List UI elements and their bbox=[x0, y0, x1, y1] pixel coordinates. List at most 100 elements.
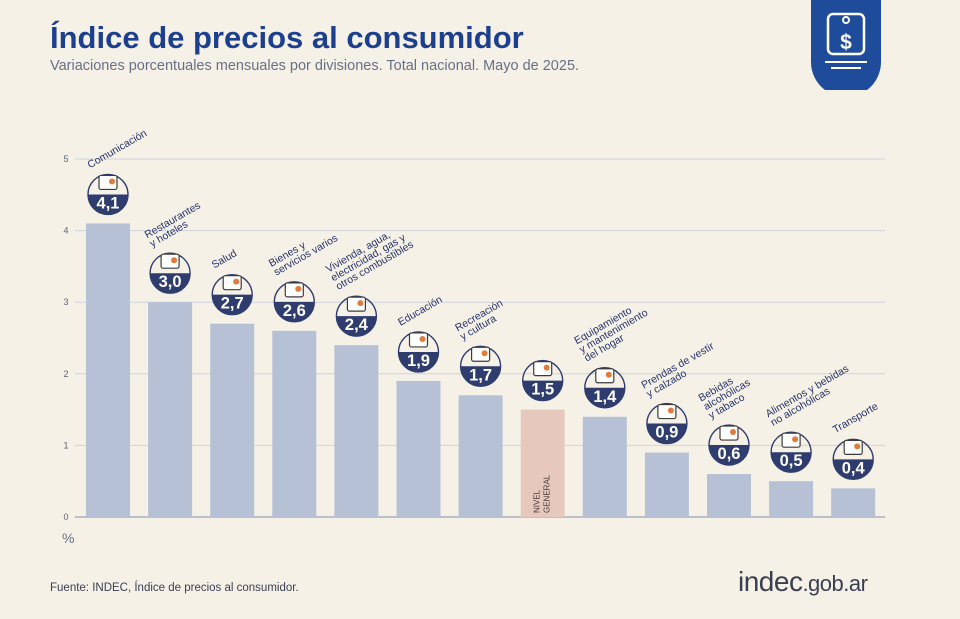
value-badge bbox=[274, 301, 315, 322]
first-aid-icon bbox=[222, 275, 242, 291]
bottle-glass-icon bbox=[719, 425, 739, 441]
tshirt-icon-accent bbox=[667, 407, 674, 414]
category-label: NIVELGENERAL bbox=[533, 474, 552, 513]
brand-tld: .gob.ar bbox=[802, 571, 868, 596]
notebook-pencil-icon-accent bbox=[419, 335, 426, 342]
comb-scissors-icon-accent bbox=[295, 285, 302, 292]
value-badge bbox=[150, 273, 191, 294]
category-label: Bebidasalcohólicasy tabaco bbox=[697, 368, 758, 422]
shopping-bag-icon bbox=[533, 361, 553, 377]
value-badge bbox=[771, 452, 812, 473]
badge-ring bbox=[273, 281, 315, 323]
value-label: 3,0 bbox=[159, 273, 182, 291]
value-badge bbox=[709, 445, 749, 466]
category-label: Recreacióny cultura bbox=[453, 297, 510, 343]
bar bbox=[520, 409, 565, 517]
category-label: Comunicación bbox=[86, 127, 150, 171]
bar bbox=[644, 452, 689, 517]
value-label: 4,1 bbox=[97, 194, 120, 212]
value-label: 0,4 bbox=[842, 459, 866, 477]
bar bbox=[334, 345, 379, 517]
value-label: 1,9 bbox=[407, 352, 430, 370]
value-badge bbox=[833, 459, 874, 480]
food-icon bbox=[781, 432, 801, 448]
category-label: Transporte bbox=[831, 400, 881, 436]
value-label: 0,6 bbox=[718, 445, 741, 463]
badge-ring bbox=[459, 345, 502, 387]
bus-card-icon bbox=[843, 439, 863, 455]
shopping-bag-icon-accent bbox=[543, 364, 550, 371]
bottle-glass-icon-accent bbox=[730, 429, 736, 436]
value-badge bbox=[584, 387, 625, 408]
badge-ring bbox=[149, 252, 191, 294]
value-badge bbox=[336, 316, 377, 337]
y-tick-label: 4 bbox=[63, 226, 68, 236]
page-title: Índice de precios al consumidor bbox=[50, 20, 524, 55]
y-tick-label: 5 bbox=[63, 154, 68, 164]
y-tick-label: 3 bbox=[63, 297, 68, 307]
value-badge bbox=[460, 366, 501, 387]
value-label: 0,5 bbox=[780, 452, 803, 470]
y-tick-label: 0 bbox=[63, 512, 68, 522]
bus-card-icon-accent bbox=[854, 443, 861, 450]
price-tag-logo-icon: $ bbox=[811, 0, 881, 90]
category-label: Salud bbox=[210, 247, 239, 271]
y-axis-unit: % bbox=[62, 530, 75, 546]
bar bbox=[458, 395, 503, 517]
value-label: 1,7 bbox=[469, 366, 492, 384]
bar bbox=[272, 330, 317, 517]
iron-icon bbox=[595, 368, 615, 384]
value-label: 2,4 bbox=[345, 316, 369, 334]
badge-ring bbox=[708, 424, 750, 466]
lightbulb-icon bbox=[346, 296, 366, 312]
y-tick-label: 1 bbox=[63, 440, 68, 450]
badge-ring bbox=[397, 331, 440, 373]
badge-ring bbox=[832, 438, 874, 481]
smartphone-icon bbox=[98, 174, 118, 191]
value-label: 1,4 bbox=[593, 388, 617, 406]
source-note: Fuente: INDEC, Índice de precios al cons… bbox=[50, 582, 299, 594]
bar bbox=[396, 380, 441, 517]
umbrella-ball-icon-accent bbox=[481, 350, 488, 357]
bar bbox=[86, 223, 130, 517]
page-subtitle: Variaciones porcentuales mensuales por d… bbox=[50, 58, 580, 74]
cutlery-icon bbox=[160, 253, 180, 269]
value-badge bbox=[522, 380, 563, 401]
value-label: 1,5 bbox=[531, 381, 554, 399]
y-tick-label: 2 bbox=[63, 369, 68, 379]
comb-scissors-icon bbox=[284, 282, 304, 298]
cutlery-icon-accent bbox=[171, 257, 178, 264]
badge-ring bbox=[335, 295, 378, 337]
value-label: 2,7 bbox=[221, 295, 244, 313]
value-badge bbox=[398, 351, 439, 372]
category-label: Equipamientoy mantenimientodel hogar bbox=[572, 298, 655, 364]
lightbulb-icon-accent bbox=[357, 300, 364, 307]
bar bbox=[148, 302, 193, 517]
tshirt-icon bbox=[657, 403, 677, 420]
value-badge bbox=[88, 194, 128, 215]
food-icon-accent bbox=[792, 436, 799, 443]
category-label: Vivienda, agua,electricidad, gas yotros … bbox=[324, 221, 416, 292]
category-label: Educación bbox=[396, 294, 445, 329]
value-label: 0,9 bbox=[655, 424, 678, 442]
badge-ring bbox=[584, 367, 626, 409]
notebook-pencil-icon bbox=[408, 332, 429, 348]
bar bbox=[769, 481, 814, 517]
umbrella-ball-icon bbox=[471, 346, 491, 362]
iron-icon-accent bbox=[605, 371, 612, 378]
badge-ring bbox=[211, 273, 253, 316]
bar bbox=[707, 474, 751, 517]
bar bbox=[831, 488, 876, 517]
brand-logo[interactable]: indec.gob.ar bbox=[738, 566, 868, 598]
value-badge bbox=[646, 423, 687, 444]
smartphone-icon-accent bbox=[109, 178, 115, 185]
badge-ring bbox=[87, 173, 129, 216]
first-aid-icon-accent bbox=[233, 278, 240, 285]
value-badge bbox=[212, 294, 253, 315]
bar bbox=[210, 323, 255, 517]
badge-ring bbox=[522, 359, 564, 402]
value-label: 2,6 bbox=[283, 302, 306, 320]
brand-main: indec bbox=[738, 566, 803, 597]
bar bbox=[582, 416, 627, 517]
